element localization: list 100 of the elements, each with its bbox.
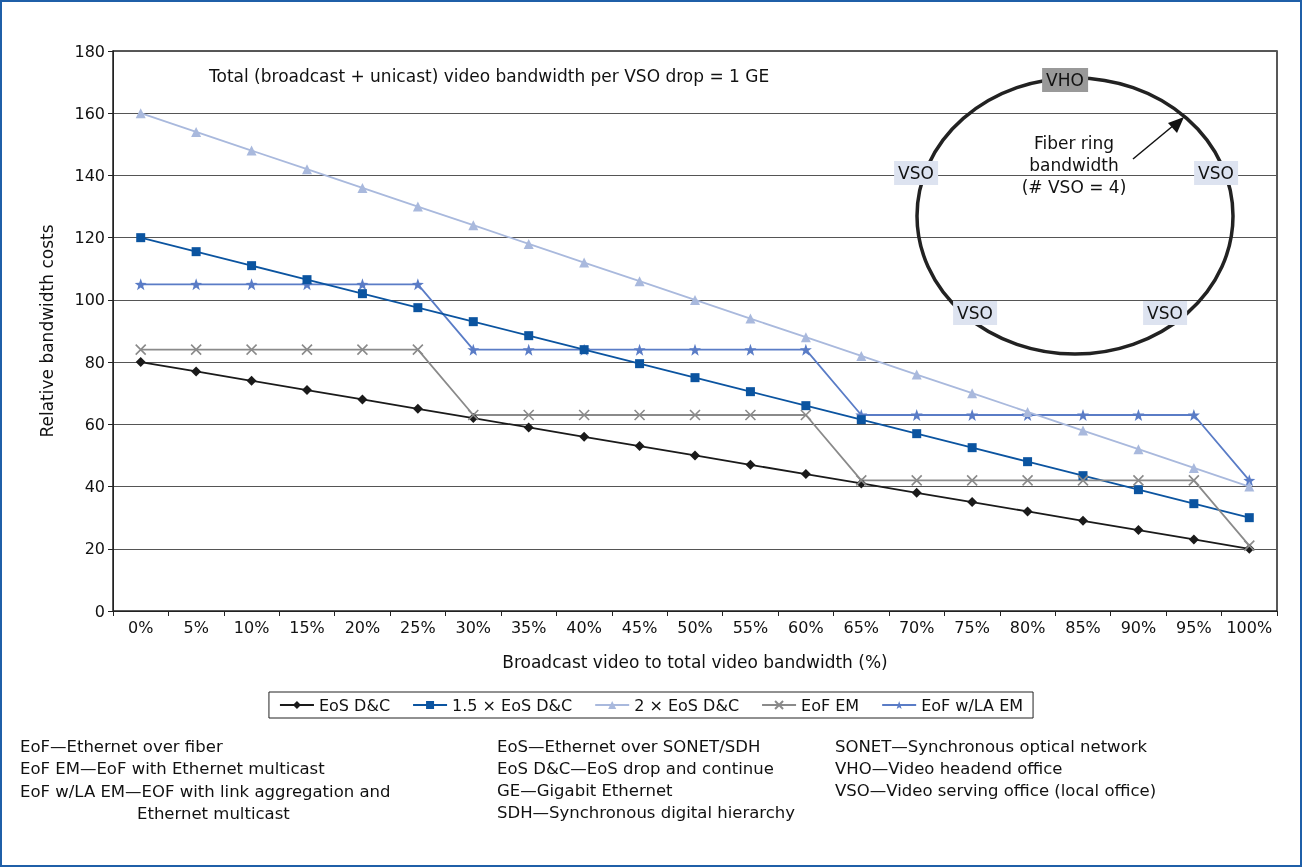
point (744, 343, 757, 356)
point (745, 459, 756, 470)
x-tick-label: 70% (898, 617, 935, 637)
point (578, 409, 590, 421)
x-tick-label: 55% (732, 617, 769, 637)
point (855, 474, 868, 487)
x-tick-label: 100% (1226, 617, 1273, 637)
point (967, 497, 978, 508)
annotation: Fiber ring bandwidth (# VSO = 4) (1020, 132, 1128, 198)
point (467, 343, 480, 356)
annotation: VSO (953, 301, 997, 325)
x-tick-label: 0% (128, 617, 154, 637)
point (191, 366, 202, 377)
legend-label: EoF EM (801, 695, 860, 715)
point (135, 357, 146, 368)
y-tick-label: 100 (74, 290, 105, 310)
point (910, 409, 923, 421)
x-tick-label: 60% (788, 617, 824, 637)
y-axis-title: Relative bandwidth costs (36, 224, 57, 438)
x-tick-label: 10% (233, 617, 270, 637)
annotation: VSO (1143, 301, 1187, 325)
point (1133, 485, 1143, 495)
y-tick-label: 40 (84, 477, 105, 497)
legend-label: EoS D&C (318, 695, 391, 715)
point (966, 474, 978, 487)
point (524, 331, 534, 341)
point (135, 108, 146, 119)
x-tick-label: 95% (1176, 617, 1212, 637)
point (1077, 409, 1089, 421)
annotation: Total (broadcast + unicast) video bandwidth per VSO drop = 1 GE (209, 66, 770, 86)
text: EoF EM—EoF with Ethernet multicast (20, 759, 325, 778)
point (911, 369, 922, 380)
point (967, 388, 978, 399)
point (634, 441, 645, 452)
point (800, 469, 811, 480)
point (412, 403, 423, 414)
point (744, 409, 757, 421)
legend-label: EoF w/LA EM (921, 695, 1024, 715)
text: VHO—Video headend office (835, 759, 1063, 778)
annotation: VSO (894, 161, 938, 185)
annotation: VSO (1194, 161, 1238, 185)
point (191, 126, 202, 137)
point (1244, 481, 1255, 492)
point (357, 182, 368, 193)
y-tick-label: 120 (74, 228, 105, 248)
x-tick-label: 85% (1065, 617, 1101, 637)
point (134, 278, 147, 291)
point (1132, 409, 1145, 421)
point (468, 317, 478, 327)
y-tick-label: 20 (84, 539, 105, 559)
point (1021, 474, 1034, 487)
point (1244, 513, 1254, 523)
text: VSO—Video serving office (local office) (835, 781, 1157, 800)
x-tick-label: 20% (344, 617, 381, 637)
y-tick-label: 160 (74, 103, 105, 123)
point (966, 409, 979, 421)
x-tick-label: 40% (566, 617, 602, 637)
point (745, 387, 755, 397)
x-tick-label: 25% (400, 617, 436, 637)
point (911, 487, 922, 498)
legend-label: 2 × EoS D&C (634, 695, 740, 715)
point (690, 450, 700, 461)
point (635, 359, 645, 369)
point (246, 145, 257, 156)
point (247, 261, 257, 271)
point (1078, 515, 1088, 526)
point (856, 415, 866, 425)
point (412, 201, 423, 212)
point (1188, 474, 1200, 487)
point (801, 401, 811, 411)
point (1187, 409, 1200, 421)
point (522, 343, 535, 356)
point (356, 343, 369, 356)
x-tick-label: 45% (621, 617, 658, 637)
point (522, 409, 535, 421)
point (246, 375, 257, 386)
y-tick-label: 180 (74, 41, 105, 61)
x-tick-label: 80% (1009, 617, 1046, 637)
point (412, 343, 424, 356)
annotation: VHO (1042, 68, 1088, 92)
point (1132, 474, 1145, 487)
point (1133, 444, 1144, 455)
point (357, 289, 367, 299)
point (356, 278, 369, 291)
point (302, 275, 312, 285)
point (191, 247, 201, 257)
point (690, 373, 700, 383)
point (800, 332, 811, 343)
y-tick-label: 0 (94, 601, 105, 621)
text: EoS D&C—EoS drop and continue (497, 759, 774, 778)
point (523, 422, 534, 433)
point (912, 429, 922, 439)
x-axis-title: Broadcast video to total video bandwidth (%) (502, 651, 888, 672)
point (633, 409, 646, 421)
point (800, 409, 812, 421)
text: EoF w/LA EM—EOF with link aggregation and Ethernet multicast (20, 781, 392, 825)
y-tick-label: 60 (84, 414, 105, 434)
text: SDH—Synchronous digital hierarchy (497, 803, 796, 822)
text: EoF—Ethernet over fiber (20, 737, 223, 756)
point (523, 238, 534, 249)
